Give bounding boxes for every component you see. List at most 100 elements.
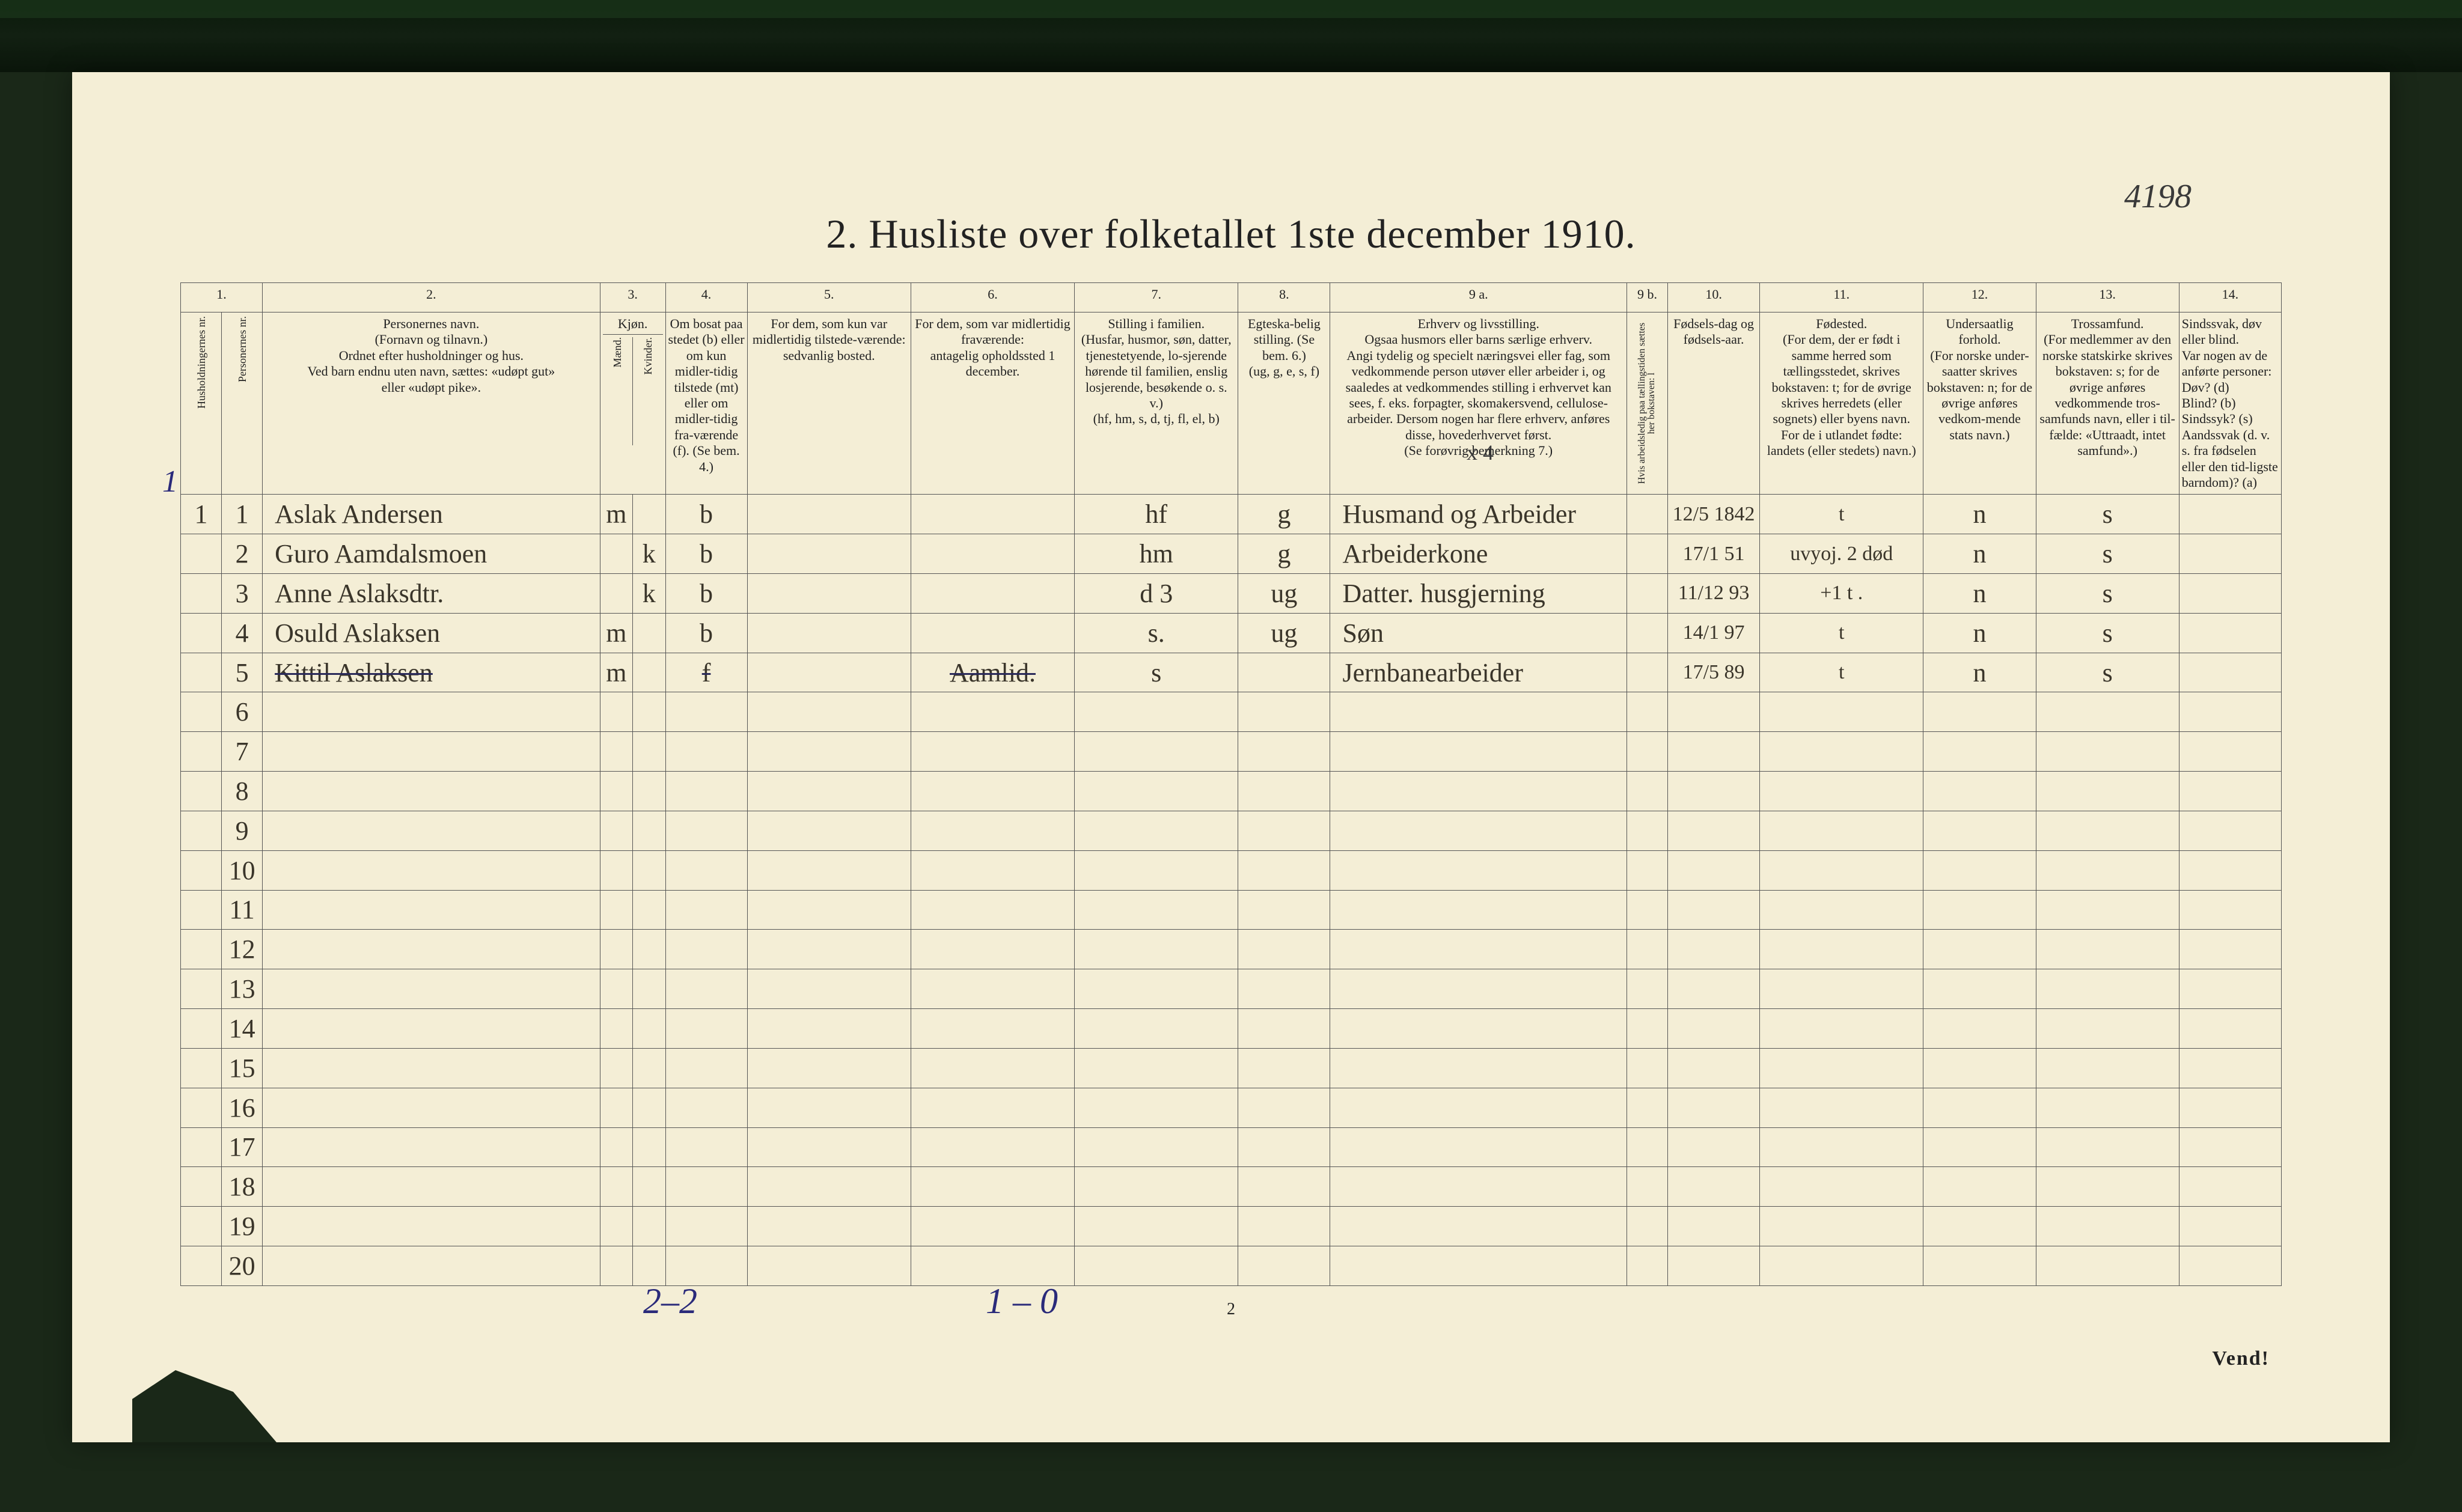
- torn-corner: [132, 1370, 276, 1442]
- cell: [747, 613, 911, 653]
- cell: [600, 692, 632, 732]
- cell: 20: [222, 1246, 263, 1286]
- cell: [600, 1009, 632, 1049]
- cell: [747, 1127, 911, 1167]
- cell: [2179, 1167, 2281, 1207]
- cell: 7: [222, 732, 263, 772]
- page-title: 2. Husliste over folketallet 1ste decemb…: [72, 210, 2390, 258]
- hdr-sed: For dem, som kun var midlertidig tilsted…: [747, 312, 911, 495]
- table-row: 11Aslak AndersenmbhfgHusmand og Arbeider…: [181, 495, 2282, 534]
- cell: [1075, 1009, 1238, 1049]
- cell: [2179, 653, 2281, 692]
- cell: [633, 969, 665, 1009]
- cell: [263, 1088, 600, 1127]
- cell: [665, 811, 747, 850]
- column-number-row: 1. 2. 3. 4. 5. 6. 7. 8. 9 a. 9 b. 10. 11…: [181, 283, 2282, 312]
- colnum-10: 10.: [1668, 283, 1760, 312]
- table-row-empty: 12: [181, 930, 2282, 969]
- cell: +1 t .: [1760, 573, 1923, 613]
- cell: [1330, 1088, 1627, 1127]
- cell: [2179, 890, 2281, 930]
- cell: [1923, 811, 2036, 850]
- cell: [1760, 850, 1923, 890]
- cell: [600, 1246, 632, 1286]
- cell: [665, 1127, 747, 1167]
- cell: [1075, 772, 1238, 811]
- bottom-annotation-2: 1 – 0: [986, 1281, 1058, 1322]
- cell: 8: [222, 772, 263, 811]
- cell: b: [665, 495, 747, 534]
- cell: Husmand og Arbeider: [1330, 495, 1627, 534]
- table-row-empty: 13: [181, 969, 2282, 1009]
- cell: 3: [222, 573, 263, 613]
- cell: [911, 811, 1074, 850]
- cell: [263, 1246, 600, 1286]
- cell: Kittil Aslaksen: [263, 653, 600, 692]
- cell: [1238, 811, 1330, 850]
- table-row-empty: 14: [181, 1009, 2282, 1049]
- cell: [1238, 653, 1330, 692]
- cell: s: [2036, 534, 2179, 574]
- printed-page-number: 2: [1227, 1300, 1235, 1319]
- hdr-fsted: Fødested. (For dem, der er født i samme …: [1760, 312, 1923, 495]
- cell: [633, 772, 665, 811]
- cell: [2036, 890, 2179, 930]
- table-row-empty: 10: [181, 850, 2282, 890]
- colnum-14: 14.: [2179, 283, 2281, 312]
- cell: [1627, 772, 1667, 811]
- cell: m: [600, 613, 632, 653]
- cell: [1668, 850, 1760, 890]
- cell: [911, 1088, 1074, 1127]
- hdr-und: Undersaatlig forhold. (For norske under-…: [1923, 312, 2036, 495]
- cell: [1923, 969, 2036, 1009]
- cell: [1923, 772, 2036, 811]
- cell: [600, 534, 632, 574]
- cell: [1330, 969, 1627, 1009]
- cell: [181, 772, 222, 811]
- cell: n: [1923, 653, 2036, 692]
- cell: [1760, 1127, 1923, 1167]
- cell: [1627, 495, 1667, 534]
- table-row-empty: 15: [181, 1048, 2282, 1088]
- hdr-hh: Husholdningernes nr.: [181, 312, 222, 495]
- cell: [2036, 930, 2179, 969]
- cell: [1760, 1048, 1923, 1088]
- cell: [1627, 1009, 1667, 1049]
- cell: 14: [222, 1009, 263, 1049]
- cell: [665, 850, 747, 890]
- cell: s: [2036, 573, 2179, 613]
- cell: [1330, 890, 1627, 930]
- cell: [181, 1088, 222, 1127]
- cell: [633, 1167, 665, 1207]
- cell: [665, 969, 747, 1009]
- cell: [1075, 811, 1238, 850]
- header-main-row: Husholdningernes nr. Personernes nr. Per…: [181, 312, 2282, 495]
- cell: Aslak Andersen: [263, 495, 600, 534]
- cell: [2179, 930, 2281, 969]
- cell: [1330, 1207, 1627, 1246]
- hdr-fam: Stilling i familien. (Husfar, husmor, sø…: [1075, 312, 1238, 495]
- colnum-2: 2.: [263, 283, 600, 312]
- colnum-13: 13.: [2036, 283, 2179, 312]
- cell: [2036, 811, 2179, 850]
- table-row-empty: 17: [181, 1127, 2282, 1167]
- cell: [747, 1009, 911, 1049]
- cell: [1760, 1246, 1923, 1286]
- cell: [665, 692, 747, 732]
- cell: 9: [222, 811, 263, 850]
- cell: [1668, 1088, 1760, 1127]
- cell: [1627, 1048, 1667, 1088]
- cell: [1330, 1246, 1627, 1286]
- cell: [911, 1048, 1074, 1088]
- cell: [1627, 890, 1667, 930]
- cell: [633, 1127, 665, 1167]
- cell: b: [665, 573, 747, 613]
- cell: s: [2036, 495, 2179, 534]
- cell: [181, 732, 222, 772]
- cell: 4: [222, 613, 263, 653]
- colnum-7: 7.: [1075, 283, 1238, 312]
- cell: [600, 969, 632, 1009]
- cell: [633, 1207, 665, 1246]
- table-row-empty: 19: [181, 1207, 2282, 1246]
- census-tbody: 11Aslak AndersenmbhfgHusmand og Arbeider…: [181, 495, 2282, 1286]
